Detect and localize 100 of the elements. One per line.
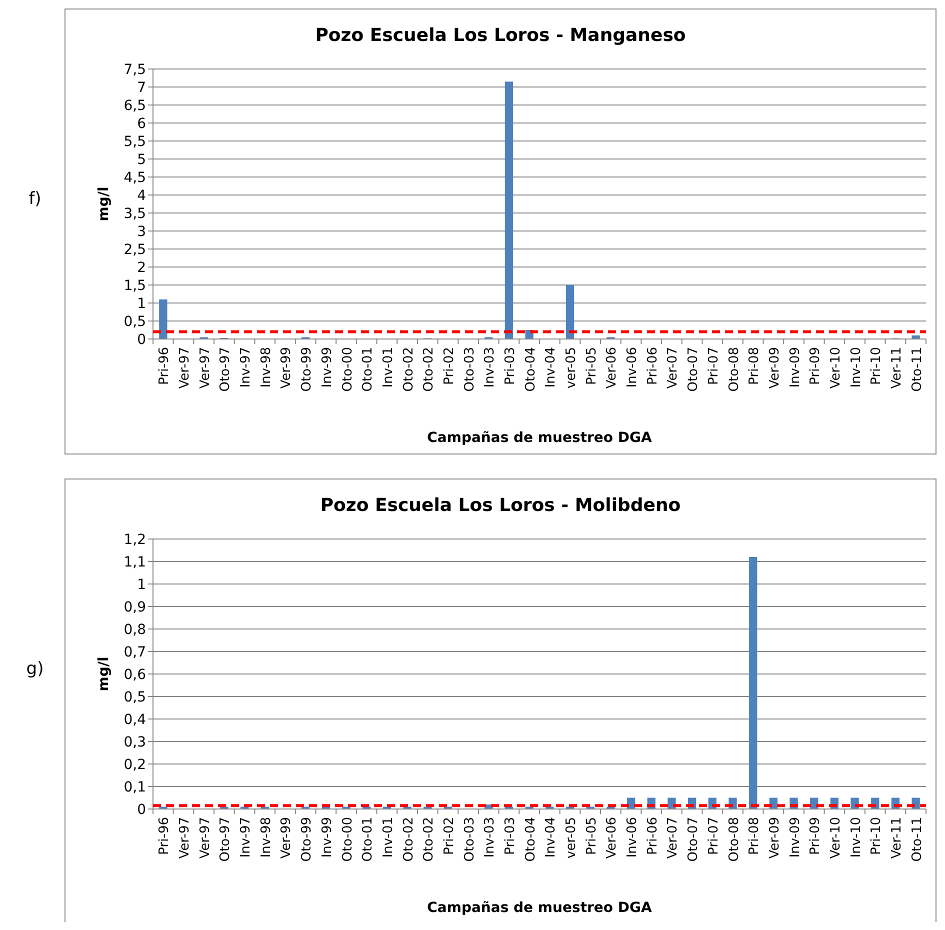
x-tick-label: Ver-10 xyxy=(828,347,844,389)
x-tick-label: Ver-97 xyxy=(178,347,193,389)
y-tick-label: 1 xyxy=(137,576,146,593)
y-tick-label: 1,5 xyxy=(124,278,146,294)
y-tick-label: 0,1 xyxy=(124,779,146,796)
y-tick-label: 6,5 xyxy=(124,98,146,114)
y-tick-label: 6 xyxy=(137,116,146,132)
x-tick-label: Pri-09 xyxy=(808,347,824,385)
x-tick-label: Oto-04 xyxy=(523,817,538,862)
y-tick-label: 0,8 xyxy=(124,622,146,638)
text: f) xyxy=(28,189,42,209)
y-tick-label: 0,5 xyxy=(124,689,146,706)
x-tick-label: Pri-05 xyxy=(584,347,600,385)
x-tick-label: Pri-07 xyxy=(706,347,722,385)
x-tick-label: Oto-03 xyxy=(462,347,478,392)
x-tick-label: Oto-01 xyxy=(360,347,376,392)
y-tick-label: 0,5 xyxy=(124,314,146,330)
x-tick-label: Pri-06 xyxy=(645,347,660,385)
y-tick-label: 2 xyxy=(137,260,146,276)
y-tick-label: 0,9 xyxy=(124,599,146,616)
y-tick-label: 2,5 xyxy=(124,242,146,258)
y-tick-label: 7 xyxy=(137,80,146,96)
x-tick-label: Inv-97 xyxy=(238,817,254,858)
x-tick-label: Oto-04 xyxy=(523,347,538,392)
x-tick-label: Oto-07 xyxy=(686,817,702,862)
x-tick-label: Oto-02 xyxy=(401,817,416,862)
x-tick-label: Ver-11 xyxy=(889,817,904,859)
x-tick-label: Pri-96 xyxy=(157,347,172,385)
chart-title: Pozo Escuela Los Loros - Manganeso xyxy=(315,25,686,46)
x-tick-label: Inv-04 xyxy=(544,347,559,388)
x-tick-label: Oto-99 xyxy=(300,347,315,392)
x-tick-label: Pri-02 xyxy=(442,817,457,855)
x-axis-title: Campañas de muestreo DGA xyxy=(427,900,652,916)
x-tick-label: Inv-99 xyxy=(320,347,335,388)
x-tick-label: Pri-08 xyxy=(747,347,762,385)
x-tick-label: Ver-09 xyxy=(767,347,782,389)
x-tick-label: Oto-97 xyxy=(218,347,234,392)
y-axis-title: mg/l xyxy=(96,656,112,692)
y-tick-label: 0,4 xyxy=(124,712,146,728)
x-tick-label: Pri-07 xyxy=(706,817,722,855)
x-tick-label: Ver-97 xyxy=(178,817,193,859)
y-tick-label: 0,3 xyxy=(124,734,146,750)
x-tick-label: Ver-99 xyxy=(279,817,294,859)
y-tick-label: 3 xyxy=(137,224,146,240)
x-tick-label: Pri-08 xyxy=(747,817,762,855)
x-tick-label: Ver-99 xyxy=(279,347,294,389)
x-tick-label: Pri-03 xyxy=(502,817,518,855)
x-tick-label: Oto-08 xyxy=(726,817,742,862)
x-tick-label: Inv-06 xyxy=(625,817,640,858)
x-tick-label: Inv-03 xyxy=(482,347,498,388)
x-tick-label: Pri-96 xyxy=(157,817,172,855)
x-tick-label: Ver-11 xyxy=(889,347,904,389)
x-tick-label: Ver-97 xyxy=(198,347,213,389)
x-tick-label: Ver-07 xyxy=(666,347,681,389)
y-tick-label: 0,2 xyxy=(124,756,146,773)
x-tick-label: Oto-99 xyxy=(300,817,315,862)
y-tick-label: 1,1 xyxy=(124,554,146,570)
x-tick-label: Pri-03 xyxy=(502,347,518,385)
y-axis-title: mg/l xyxy=(96,186,112,222)
y-tick-label: 3,5 xyxy=(124,206,146,222)
text: g) xyxy=(26,659,44,679)
x-tick-label: Oto-02 xyxy=(422,347,437,392)
x-tick-label: Inv-04 xyxy=(544,817,559,858)
x-tick-label: Oto-08 xyxy=(726,347,742,392)
x-tick-label: Oto-11 xyxy=(910,817,925,862)
x-tick-label: Ver-97 xyxy=(198,817,213,859)
x-tick-label: Inv-98 xyxy=(258,347,274,388)
x-axis-title: Campañas de muestreo DGA xyxy=(427,430,652,446)
y-tick-label: 5 xyxy=(137,152,146,168)
y-tick-label: 1,2 xyxy=(124,532,146,548)
x-tick-label: Oto-00 xyxy=(340,347,356,392)
x-tick-label: Oto-11 xyxy=(910,347,925,392)
x-tick-label: Ver-09 xyxy=(767,817,782,859)
x-tick-label: Inv-97 xyxy=(238,347,254,388)
y-tick-label: 4,5 xyxy=(124,170,146,186)
x-tick-label: Pri-02 xyxy=(442,347,457,385)
y-tick-label: 5,5 xyxy=(124,134,146,150)
x-tick-label: Inv-99 xyxy=(320,817,335,858)
x-tick-label: Oto-97 xyxy=(218,817,234,862)
x-tick-label: Pri-10 xyxy=(869,347,884,385)
x-tick-label: Oto-02 xyxy=(422,817,437,862)
x-tick-label: Inv-10 xyxy=(848,347,864,388)
y-tick-label: 0,7 xyxy=(124,644,146,660)
x-tick-label: Ver-07 xyxy=(666,817,681,859)
x-tick-label: Inv-03 xyxy=(482,817,498,858)
x-tick-label: Inv-09 xyxy=(788,347,803,388)
chart-title: Pozo Escuela Los Loros - Molibdeno xyxy=(320,495,681,516)
x-tick-label: ver-05 xyxy=(564,347,580,388)
x-tick-label: Pri-10 xyxy=(869,817,884,855)
x-tick-label: Ver-06 xyxy=(604,817,620,859)
y-tick-label: 0 xyxy=(137,332,146,348)
x-tick-label: Pri-05 xyxy=(584,817,600,855)
x-tick-label: Oto-01 xyxy=(360,817,376,862)
x-tick-label: Inv-10 xyxy=(848,817,864,858)
x-tick-label: Oto-07 xyxy=(686,347,702,392)
x-tick-label: Inv-98 xyxy=(258,817,274,858)
x-tick-label: Inv-06 xyxy=(625,347,640,388)
x-tick-label: Inv-09 xyxy=(788,817,803,858)
x-tick-label: ver-05 xyxy=(564,817,580,858)
y-tick-label: 1 xyxy=(137,296,146,312)
